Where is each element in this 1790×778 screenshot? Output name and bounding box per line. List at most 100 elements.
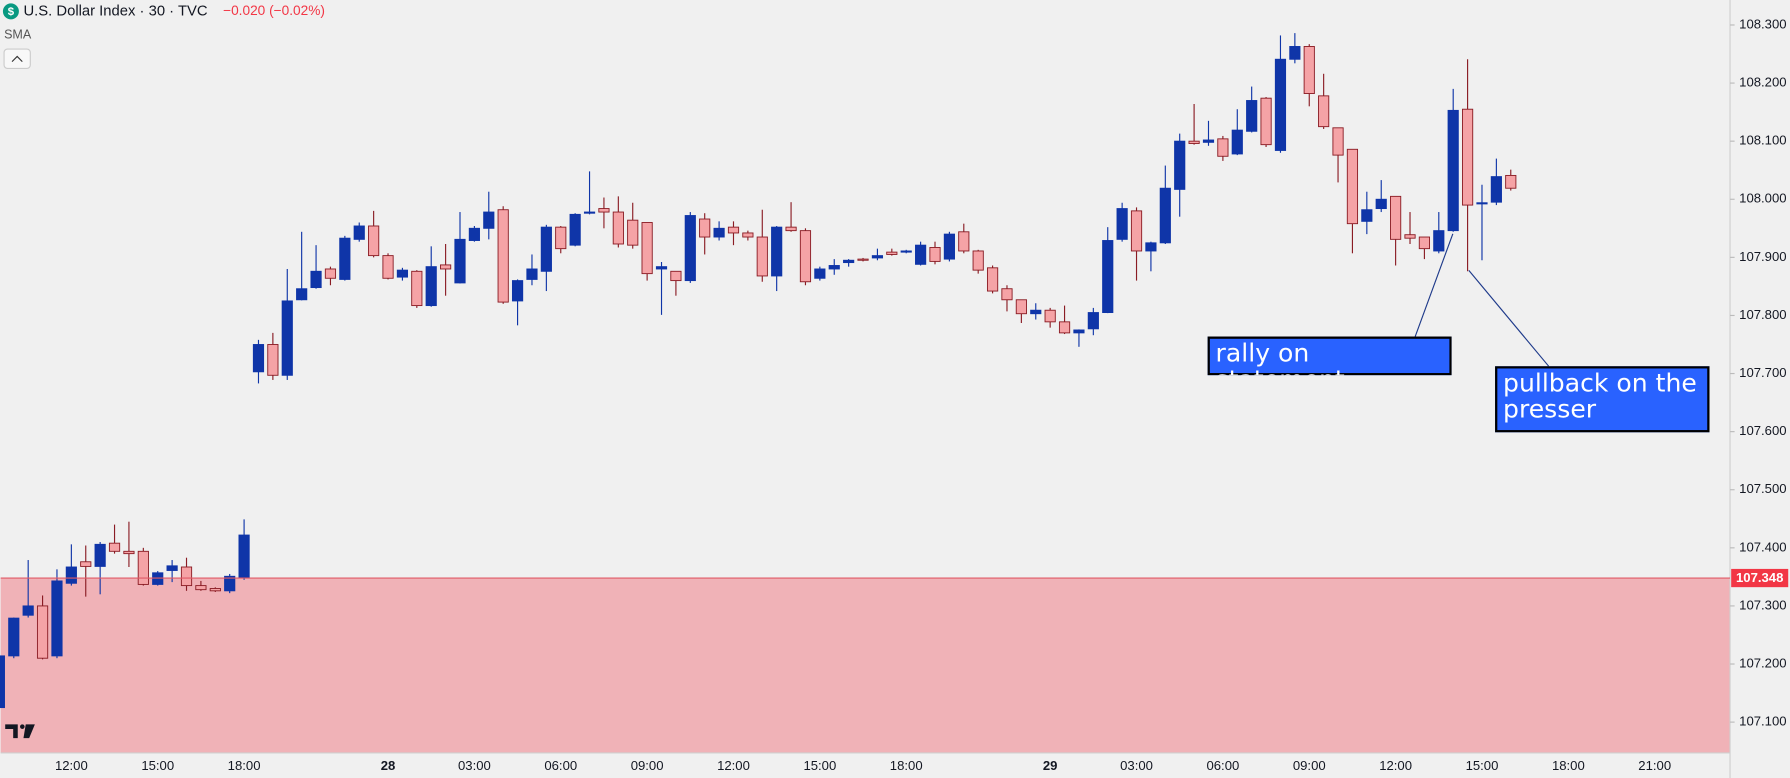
- candle-body: [886, 251, 898, 255]
- x-tick-label: 12:00: [717, 758, 750, 773]
- candle-body: [900, 250, 912, 253]
- candle-body: [1001, 288, 1013, 301]
- candle-body: [598, 208, 610, 213]
- candle-body: [267, 344, 279, 376]
- candle-body: [440, 264, 452, 270]
- candle-body: [1015, 299, 1027, 315]
- candle-body: [65, 566, 77, 584]
- candle-body: [1346, 148, 1359, 225]
- x-tick-label: 09:00: [1293, 758, 1326, 773]
- y-tick-label: 108.100: [1739, 133, 1786, 148]
- tv-logo: [5, 724, 35, 739]
- annotation: pullback on the presser: [1495, 366, 1710, 433]
- candle-body: [1030, 309, 1042, 315]
- candle-body: [195, 585, 207, 591]
- candle-body: [425, 266, 437, 307]
- candle-body: [252, 344, 265, 373]
- indicator-label: SMA: [4, 28, 32, 42]
- annotation: rally on statement: [1207, 336, 1452, 376]
- candle-body: [123, 550, 135, 555]
- candle-body: [569, 213, 581, 246]
- candle-body: [727, 226, 740, 234]
- candle-body: [1073, 329, 1085, 334]
- plot-area: [0, 33, 1731, 753]
- candle-body: [80, 561, 92, 567]
- candle-body: [166, 565, 178, 571]
- collapse-icon: [11, 55, 23, 63]
- candle-body: [1505, 174, 1517, 189]
- candle-body: [742, 232, 754, 238]
- candle-body: [1303, 46, 1315, 94]
- x-tick-label: 18:00: [1552, 758, 1585, 773]
- candle-body: [1202, 139, 1215, 143]
- candle-body: [0, 655, 5, 709]
- candle-body: [612, 211, 624, 245]
- candle-body: [310, 270, 322, 289]
- candle-body: [1260, 97, 1272, 146]
- candle-body: [555, 226, 567, 250]
- y-tick-label: 108.200: [1739, 75, 1786, 90]
- candle-body: [511, 280, 524, 302]
- annotation-text: rally on statement: [1207, 336, 1452, 376]
- candle-body: [986, 267, 999, 292]
- candle-body: [1159, 187, 1171, 244]
- candle-body: [943, 233, 955, 260]
- y-tick-label: 107.800: [1739, 307, 1786, 322]
- x-tick-label: 12:00: [55, 758, 88, 773]
- candle-body: [627, 219, 639, 246]
- x-tick-label: 09:00: [631, 758, 664, 773]
- candle-body: [684, 215, 696, 282]
- candle-body: [296, 288, 308, 301]
- candle-body: [1274, 58, 1287, 151]
- x-tick-label: 21:00: [1638, 758, 1671, 773]
- x-tick-label: 12:00: [1379, 758, 1412, 773]
- annotation-pointer: [1468, 269, 1550, 367]
- candle-body: [915, 244, 927, 265]
- candle-body: [1433, 230, 1445, 252]
- collapse-button[interactable]: [3, 48, 31, 70]
- candle-body: [1058, 321, 1071, 334]
- x-tick-label: 15:00: [803, 758, 836, 773]
- y-tick-label: 107.200: [1739, 655, 1786, 670]
- candle-body: [8, 617, 20, 657]
- candle-body: [828, 265, 840, 270]
- candle-body: [1375, 198, 1387, 210]
- candle-body: [1361, 209, 1373, 222]
- candle-body: [468, 227, 480, 241]
- candle-body: [785, 226, 797, 232]
- candle-body: [1318, 95, 1330, 128]
- candle-body: [641, 222, 653, 275]
- candle-body: [1174, 140, 1186, 190]
- y-tick-label: 107.500: [1739, 481, 1786, 496]
- y-tick-label: 107.700: [1739, 365, 1786, 380]
- candle-body: [339, 237, 351, 280]
- symbol-icon-glyph: $: [8, 6, 15, 18]
- candle-body: [1332, 127, 1344, 156]
- y-tick-label: 107.600: [1739, 423, 1786, 438]
- candle-body: [814, 268, 826, 279]
- y-tick-label: 107.100: [1739, 714, 1786, 729]
- candle-body: [137, 550, 149, 585]
- candle-body: [1044, 309, 1056, 323]
- candle-body: [22, 605, 34, 616]
- x-tick-label: 03:00: [458, 758, 491, 773]
- candle-body: [1217, 138, 1229, 157]
- candle-body: [1289, 46, 1301, 60]
- header-change: −0.020 (−0.02%): [223, 3, 325, 18]
- y-tick-label: 107.900: [1739, 249, 1786, 264]
- x-tick-label: 15:00: [141, 758, 174, 773]
- candle-body: [224, 575, 236, 592]
- candle-body: [483, 211, 495, 229]
- candle-body: [857, 258, 869, 261]
- candle-body: [1102, 240, 1114, 314]
- candle-body: [281, 300, 293, 376]
- candle-body: [799, 230, 812, 283]
- candle-body: [368, 225, 380, 257]
- x-tick-label: 18:00: [890, 758, 923, 773]
- candle-body: [1418, 236, 1430, 250]
- candle-body: [1145, 242, 1157, 252]
- candle-body: [1390, 195, 1402, 240]
- candle-body: [94, 543, 106, 567]
- x-tick-label: 28: [381, 758, 396, 773]
